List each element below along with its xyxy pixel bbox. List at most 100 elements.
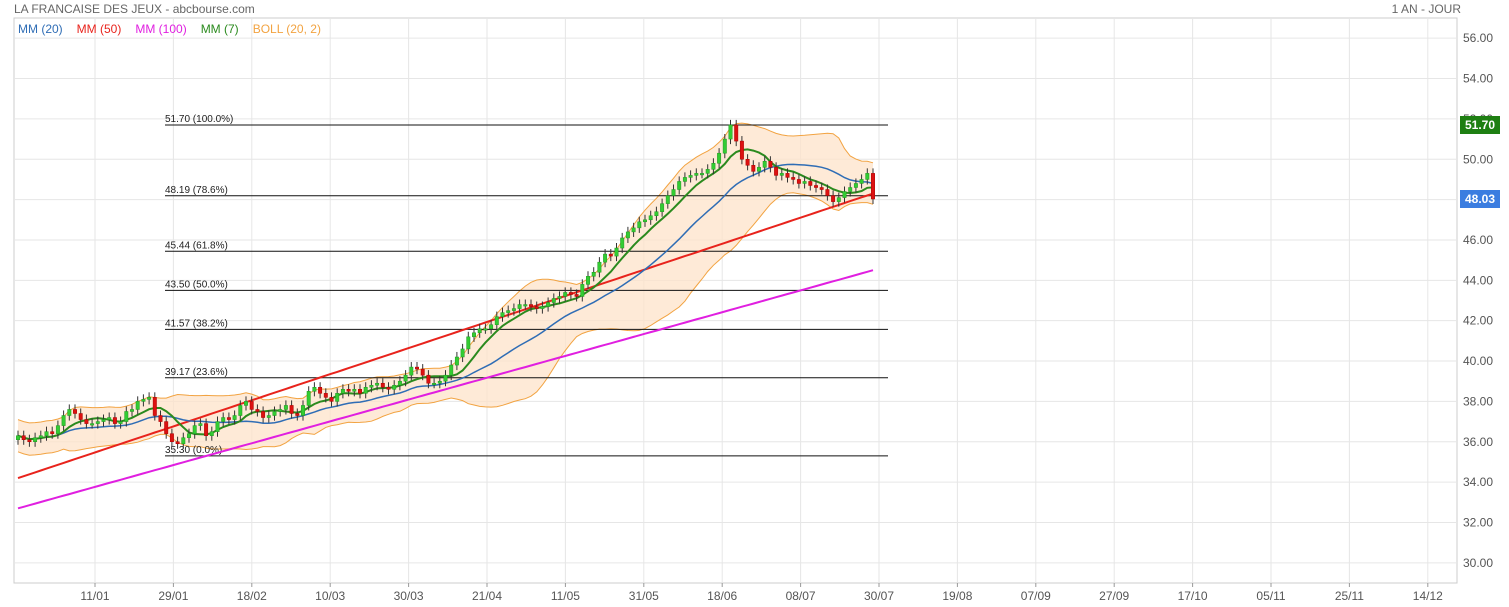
candle-body	[164, 421, 169, 434]
candle-body	[141, 399, 146, 402]
y-tick-label: 38.00	[1463, 394, 1493, 408]
candle-body	[534, 306, 539, 309]
candle-body	[198, 423, 203, 426]
candle-body	[682, 177, 687, 182]
fib-label: 43.50 (50.0%)	[165, 279, 228, 290]
candle-body	[152, 397, 157, 416]
candle-body	[483, 328, 488, 331]
candle-body	[352, 389, 357, 392]
candle-body	[608, 253, 613, 257]
candle-body	[118, 421, 123, 424]
candle-body	[523, 304, 528, 307]
candle-body	[796, 179, 801, 184]
candle-body	[842, 191, 847, 198]
legend-mm100: MM (100)	[135, 22, 187, 36]
fib-label: 51.70 (100.0%)	[165, 114, 233, 125]
candle-body	[791, 177, 796, 180]
candle-body	[112, 417, 117, 424]
candle-body	[831, 195, 836, 202]
y-tick-label: 54.00	[1463, 72, 1493, 86]
candle-body	[124, 411, 129, 422]
candle-body	[107, 417, 112, 420]
candle-body	[238, 405, 243, 416]
x-tick-label: 07/09	[1021, 589, 1051, 603]
candle-body	[540, 306, 545, 309]
y-tick-label: 34.00	[1463, 475, 1493, 489]
candle-body	[529, 304, 533, 307]
candle-body	[289, 405, 294, 414]
candle-body	[751, 165, 756, 172]
candle-body	[551, 298, 556, 303]
x-tick-label: 14/12	[1413, 589, 1443, 603]
candle-body	[204, 423, 209, 436]
candle-body	[620, 237, 625, 249]
candle-body	[597, 261, 602, 273]
candle-body	[432, 382, 437, 385]
legend-mm7: MM (7)	[200, 22, 239, 36]
candle-body	[774, 167, 779, 176]
candle-body	[44, 431, 49, 436]
candle-body	[84, 419, 89, 424]
candle-body	[859, 179, 864, 184]
y-tick-label: 30.00	[1463, 556, 1493, 570]
y-axis-labels: 30.00 32.00 34.00 36.00 38.00 40.00 42.00 44.00…	[1463, 31, 1493, 570]
candle-body	[55, 425, 60, 434]
candle-body	[358, 389, 362, 394]
x-tick-label: 21/04	[472, 589, 502, 603]
legend-mm20: MM (20)	[18, 22, 63, 36]
candle-body	[283, 405, 288, 410]
candle-body	[409, 366, 414, 376]
candle-body	[437, 380, 442, 384]
x-tick-label: 30/03	[394, 589, 424, 603]
y-tick-label: 44.00	[1463, 273, 1493, 287]
candle-body	[403, 374, 408, 382]
candle-body	[221, 417, 226, 422]
candle-body	[603, 253, 608, 263]
fib-label: 45.44 (61.8%)	[165, 240, 228, 251]
candle-body	[477, 328, 482, 334]
candle-body	[50, 431, 55, 434]
candle-body	[660, 203, 665, 212]
legend-boll: BOLL (20, 2)	[252, 22, 321, 36]
x-tick-label: 27/09	[1099, 589, 1129, 603]
candle-body	[255, 409, 260, 412]
legend-mm50: MM (50)	[76, 22, 122, 36]
candle-body	[779, 173, 784, 176]
candle-body	[814, 185, 818, 188]
candle-body	[717, 152, 722, 164]
candle-body	[449, 364, 454, 376]
candle-body	[443, 374, 448, 382]
candle-body	[346, 389, 351, 392]
y-tick-label: 42.00	[1463, 314, 1493, 328]
x-axis-labels: 11/01 29/01 18/02 10/03 30/03 21/04 11/05 31/05…	[80, 589, 1443, 603]
candle-body	[266, 415, 271, 418]
candle-body	[295, 413, 300, 416]
candle-body	[215, 421, 220, 432]
candle-body	[671, 189, 676, 196]
fib-label: 35.30 (0.0%)	[165, 445, 222, 456]
ma50-line	[17, 192, 874, 480]
candle-body	[648, 215, 653, 221]
fibonacci-levels: 51.70 (100.0%) 48.19 (78.6%) 45.44 (61.8%)…	[165, 114, 888, 457]
candle-body	[506, 310, 511, 313]
candle-body	[637, 221, 642, 229]
y-tick-label: 50.00	[1463, 152, 1493, 166]
candle-body	[363, 387, 368, 394]
chart-grid	[13, 17, 1458, 587]
candle-body	[187, 433, 191, 438]
candle-body	[563, 292, 568, 297]
candle-body	[426, 374, 431, 384]
candle-body	[472, 332, 476, 338]
candle-body	[739, 140, 744, 160]
x-tick-label: 11/05	[551, 589, 580, 603]
candle-body	[517, 304, 522, 309]
candle-body	[643, 219, 647, 223]
candle-body	[38, 435, 43, 438]
candle-body	[705, 169, 710, 174]
candle-body	[249, 401, 254, 410]
candle-body	[95, 421, 100, 424]
candle-body	[27, 439, 32, 443]
candle-body	[819, 187, 824, 190]
candle-body	[848, 187, 853, 192]
candle-body	[836, 197, 841, 202]
